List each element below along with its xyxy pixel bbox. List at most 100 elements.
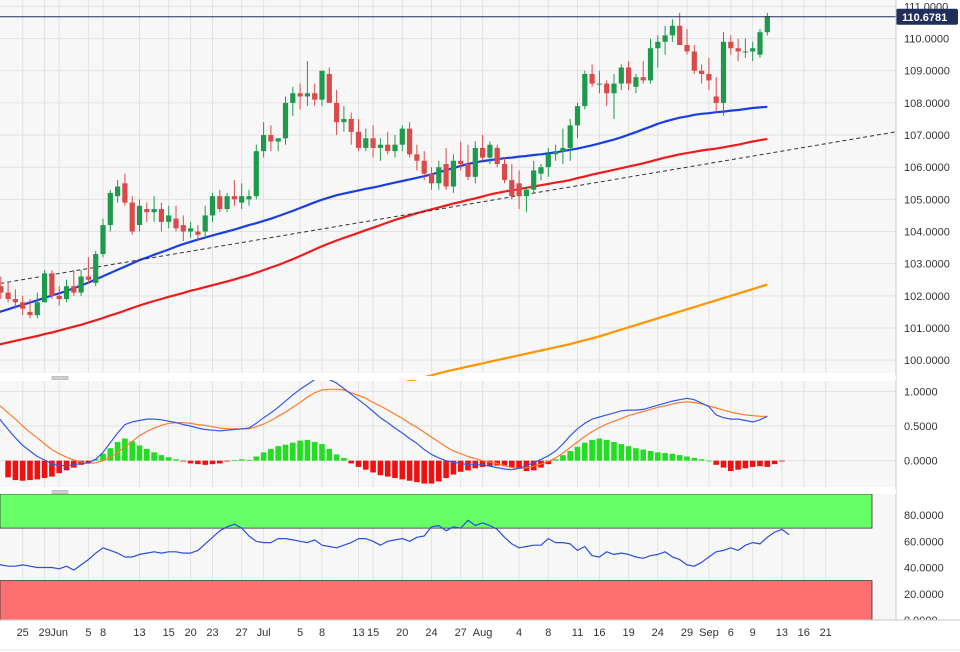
- candle: [421, 151, 427, 181]
- sma-blue-line: [0, 105, 768, 314]
- candle: [626, 61, 632, 91]
- candle-body: [523, 189, 529, 197]
- date-tick-label: 21: [820, 627, 832, 639]
- price-tick-label: 100.0000: [904, 355, 950, 367]
- candle: [706, 57, 712, 91]
- candle: [12, 289, 18, 309]
- candle-body: [531, 170, 537, 190]
- candle-body: [450, 160, 456, 187]
- macd-histogram-bar: [253, 456, 260, 461]
- macd-panel[interactable]: [0, 377, 896, 487]
- candle-body: [188, 228, 194, 232]
- price-axis: 111.0000110.0000109.0000108.0000107.0000…: [896, 1, 958, 367]
- candle-body: [231, 196, 237, 200]
- candle-body: [501, 163, 508, 181]
- macd-histogram-bar: [406, 460, 413, 481]
- candle-body: [85, 276, 91, 280]
- price-tick-label: 103.0000: [904, 259, 950, 271]
- macd-histogram-bar: [779, 460, 785, 462]
- candle-body: [239, 196, 245, 203]
- macd-axis: 1.0000 0.5000 0.0000: [904, 386, 938, 467]
- date-tick-label: 13: [352, 627, 364, 639]
- candle: [71, 270, 77, 296]
- candle-body: [669, 25, 675, 36]
- macd-histogram-bar: [275, 446, 281, 461]
- candle: [297, 83, 303, 110]
- candle: [217, 189, 223, 213]
- candle: [239, 183, 245, 210]
- candle-body: [363, 138, 369, 148]
- macd-histogram-bar: [290, 442, 296, 461]
- candle: [487, 141, 493, 164]
- candle: [304, 61, 310, 107]
- macd-histogram-bar: [720, 460, 727, 468]
- price-tick-label: 104.0000: [904, 227, 950, 239]
- macd-histogram-bar: [333, 454, 340, 461]
- macd-histogram-bar: [27, 460, 33, 481]
- candle-body: [261, 135, 267, 152]
- candle: [742, 38, 748, 58]
- price-tick-label: 105.0000: [904, 194, 950, 206]
- candle-body: [647, 48, 654, 81]
- macd-histogram-bar: [706, 460, 712, 462]
- date-tick-label: 19: [622, 627, 634, 639]
- date-tick-label: 8: [545, 627, 551, 639]
- macd-histogram-bar: [5, 460, 11, 478]
- date-tick-label: 5: [85, 627, 91, 639]
- date-axis: 222529Jun581315202327Jul581315202427Aug4…: [0, 620, 960, 652]
- candle: [136, 199, 143, 232]
- macd-histogram-bar: [231, 459, 238, 461]
- macd-histogram-bar: [691, 457, 698, 461]
- candle-body: [662, 35, 668, 42]
- macd-histogram-bar: [209, 460, 216, 465]
- macd-histogram-bar: [217, 460, 223, 464]
- candle: [414, 144, 420, 171]
- candle-body: [107, 192, 113, 226]
- candle-body: [348, 118, 354, 132]
- candle-body: [596, 83, 602, 85]
- candle-body: [56, 295, 62, 300]
- price-panel[interactable]: [0, 0, 897, 484]
- date-tick-label: 27: [455, 627, 467, 639]
- rsi-panel[interactable]: [0, 493, 896, 621]
- candle: [209, 192, 216, 222]
- macd-histogram-bar: [457, 460, 464, 472]
- candle-body: [436, 167, 442, 184]
- candle-body: [304, 93, 310, 97]
- price-tick-label: 102.0000: [904, 291, 950, 303]
- candle: [107, 189, 113, 232]
- date-tick-label: 24: [652, 627, 664, 639]
- macd-histogram-bar: [399, 460, 406, 480]
- date-tick-label: 13: [133, 627, 145, 639]
- macd-histogram-bar: [516, 460, 522, 469]
- panel-resize-handle: [51, 376, 69, 380]
- candle-body: [71, 286, 77, 293]
- candle: [728, 35, 734, 55]
- price-tick-label: 108.0000: [904, 98, 950, 110]
- candle: [589, 64, 595, 87]
- candle-body: [487, 144, 493, 158]
- candle-body: [684, 45, 690, 52]
- date-tick-label: 8: [319, 627, 325, 639]
- macd-histogram-bar: [238, 459, 245, 461]
- candle-body: [100, 225, 106, 255]
- candle-body: [326, 73, 332, 103]
- rsi-tick-label: 60.0000: [904, 536, 944, 548]
- macd-histogram-bar: [355, 460, 362, 467]
- date-tick-label: 15: [163, 627, 175, 639]
- candle: [78, 270, 84, 296]
- candle-body: [567, 125, 573, 148]
- rsi-oversold-zone: [0, 580, 873, 621]
- candle: [180, 215, 186, 242]
- candle-body: [129, 202, 135, 232]
- candle: [56, 286, 62, 306]
- candle-body: [63, 286, 70, 300]
- macd-histogram-bar: [662, 453, 668, 461]
- candle-body: [750, 48, 756, 52]
- macd-histogram-bar: [85, 460, 92, 463]
- rsi-tick-label: 80.0000: [904, 510, 944, 522]
- candle: [326, 67, 332, 103]
- date-tick-label: Sep: [699, 627, 719, 639]
- candle: [85, 257, 91, 283]
